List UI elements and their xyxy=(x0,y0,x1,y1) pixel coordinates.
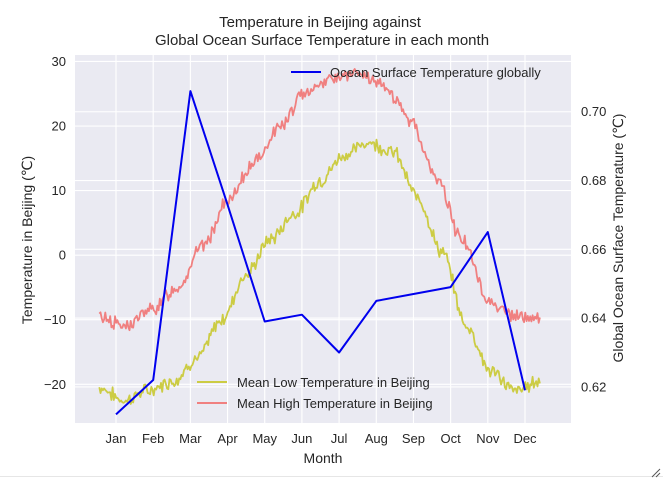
y-tick-label-right: 0.62 xyxy=(581,379,606,394)
x-tick-label: Aug xyxy=(365,431,388,446)
x-tick-label: Feb xyxy=(142,431,164,446)
chart-title-line-1: Temperature in Beijing against xyxy=(219,14,422,31)
y-tick-label-right: 0.64 xyxy=(581,311,606,326)
x-tick-label: Dec xyxy=(513,431,537,446)
series-line-13 xyxy=(98,68,541,332)
resize-grip-icon[interactable] xyxy=(651,465,661,478)
y-tick-label-left: 10 xyxy=(52,183,66,198)
legend-label-low: Mean Low Temperature in Beijing xyxy=(237,375,430,390)
legend-label-ocean: Ocean Surface Temperature globally xyxy=(330,65,541,80)
series-lines xyxy=(98,68,541,416)
bottom-divider xyxy=(0,476,663,477)
x-tick-label: Oct xyxy=(441,431,462,446)
x-tick-label: Apr xyxy=(217,431,238,446)
legend-beijing: Mean Low Temperature in Beijing Mean Hig… xyxy=(197,375,433,411)
y-tick-label-right: 0.66 xyxy=(581,242,606,257)
y-tick-label-left: −10 xyxy=(44,312,66,327)
y-tick-label-left: 0 xyxy=(59,248,66,263)
x-tick-label: Mar xyxy=(179,431,202,446)
series-line-ocean xyxy=(115,90,526,416)
x-tick-label: May xyxy=(252,431,277,446)
legend-label-high: Mean High Temperature in Beijing xyxy=(237,396,433,411)
y-tick-label-right: 0.68 xyxy=(581,173,606,188)
y-tick-label-right: 0.70 xyxy=(581,104,606,119)
x-axis-label: Month xyxy=(304,450,343,466)
grid-lines xyxy=(75,55,571,423)
chart-title-line-2: Global Ocean Surface Temperature in each… xyxy=(155,32,489,49)
series-line-7 xyxy=(98,138,541,405)
plot-area xyxy=(75,55,571,423)
tick-labels: Jan Feb Mar Apr May Jun Jul Aug Sep Oct Nov Dec −20 −… xyxy=(44,54,606,446)
y-tick-label-left: 30 xyxy=(52,54,66,69)
x-tick-label: Jul xyxy=(331,431,348,446)
y-tick-label-left: 20 xyxy=(52,119,66,134)
x-tick-label: Jun xyxy=(291,431,312,446)
legend-ocean: Ocean Surface Temperature globally xyxy=(291,65,541,80)
x-tick-label: Sep xyxy=(402,431,425,446)
x-tick-label: Jan xyxy=(106,431,127,446)
right-y-axis-label: Global Ocean Surface Temperature (℃) xyxy=(610,114,626,363)
y-tick-label-left: −20 xyxy=(44,377,66,392)
x-tick-label: Nov xyxy=(476,431,500,446)
left-y-axis-label: Temperature in Beijing (℃) xyxy=(19,156,35,324)
